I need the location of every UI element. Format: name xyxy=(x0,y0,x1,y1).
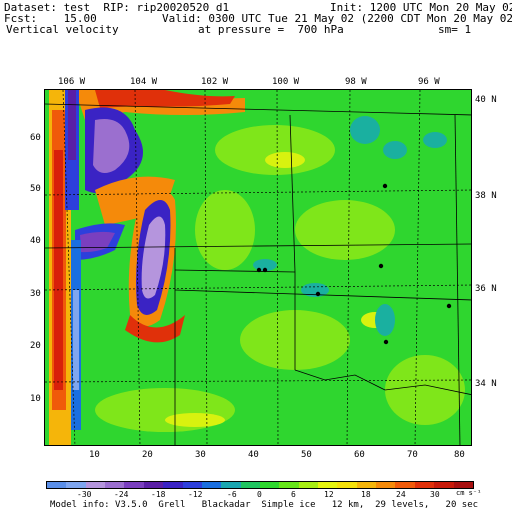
y-tick-20: 20 xyxy=(30,341,41,351)
init-time: Init: 1200 UTC Mon 20 May 02 xyxy=(330,1,512,14)
colorbar-swatch xyxy=(85,482,106,488)
y-tick-50: 50 xyxy=(30,184,41,194)
x-tick-40: 40 xyxy=(248,450,259,460)
colorbar-swatch xyxy=(105,482,125,488)
colorbar-swatch xyxy=(66,482,86,488)
lon-label-100w: 100 W xyxy=(272,77,300,87)
smoothing: sm= 1 xyxy=(438,23,472,36)
colorbar-swatch xyxy=(240,482,260,488)
y-tick-10: 10 xyxy=(30,394,41,404)
colorbar-swatch xyxy=(318,482,338,488)
cb-label-18: 18 xyxy=(361,490,371,499)
lat-label-40n: 40 N xyxy=(475,95,497,105)
lon-label-98w: 98 W xyxy=(345,77,367,87)
colorbar-swatch xyxy=(124,482,144,488)
cb-label-0: 0 xyxy=(257,490,262,499)
colorbar-swatch xyxy=(279,482,299,488)
colorbar-swatch xyxy=(182,482,202,488)
y-tick-60: 60 xyxy=(30,133,41,143)
colorbar-swatch xyxy=(259,482,280,488)
vertical-velocity-map xyxy=(44,89,472,446)
colorbar-swatch xyxy=(201,482,222,488)
lon-label-104w: 104 W xyxy=(130,77,158,87)
x-tick-10: 10 xyxy=(89,450,100,460)
colorbar-swatch xyxy=(47,482,67,488)
x-tick-70: 70 xyxy=(407,450,418,460)
forecast-hour: Fcst: 15.00 xyxy=(4,12,97,25)
colorbar-units: cm s⁻¹ xyxy=(456,489,482,497)
lon-label-106w: 106 W xyxy=(58,77,86,87)
cb-label-30: 30 xyxy=(430,490,440,499)
y-tick-30: 30 xyxy=(30,289,41,299)
cb-label-m24: -24 xyxy=(114,490,129,499)
cb-label-m18: -18 xyxy=(151,490,166,499)
colorbar-swatch xyxy=(337,482,357,488)
x-tick-20: 20 xyxy=(142,450,153,460)
field-name: Vertical velocity xyxy=(6,23,119,36)
lat-label-38n: 38 N xyxy=(475,191,497,201)
colorbar-swatch xyxy=(414,482,435,488)
colorbar-swatch xyxy=(434,482,454,488)
x-tick-80: 80 xyxy=(454,450,465,460)
lon-label-102w: 102 W xyxy=(201,77,229,87)
x-tick-60: 60 xyxy=(354,450,365,460)
pressure-level: at pressure = 700 hPa xyxy=(198,23,344,36)
lat-label-34n: 34 N xyxy=(475,379,497,389)
colorbar-swatch xyxy=(395,482,415,488)
lon-label-96w: 96 W xyxy=(418,77,440,87)
colorbar xyxy=(46,481,474,489)
colorbar-swatch xyxy=(376,482,396,488)
cb-label-m12: -12 xyxy=(188,490,203,499)
y-tick-40: 40 xyxy=(30,236,41,246)
x-tick-50: 50 xyxy=(301,450,312,460)
cb-label-12: 12 xyxy=(324,490,334,499)
cb-label-24: 24 xyxy=(396,490,406,499)
colorbar-swatch xyxy=(453,482,473,488)
cb-label-m30: -30 xyxy=(77,490,92,499)
dataset-line: Dataset: test RIP: rip20020520 d1 xyxy=(4,1,230,14)
colorbar-swatch xyxy=(163,482,183,488)
valid-time: Valid: 0300 UTC Tue 21 May 02 (2200 CDT … xyxy=(162,12,512,25)
colorbar-swatch xyxy=(356,482,377,488)
cb-label-m6: -6 xyxy=(227,490,237,499)
cb-label-6: 6 xyxy=(291,490,296,499)
x-tick-30: 30 xyxy=(195,450,206,460)
colorbar-swatch xyxy=(298,482,319,488)
model-info: Model info: V3.5.0 Grell Blackadar Simpl… xyxy=(50,500,479,510)
colorbar-swatch xyxy=(143,482,164,488)
colorbar-swatch xyxy=(221,482,241,488)
lat-label-36n: 36 N xyxy=(475,284,497,294)
